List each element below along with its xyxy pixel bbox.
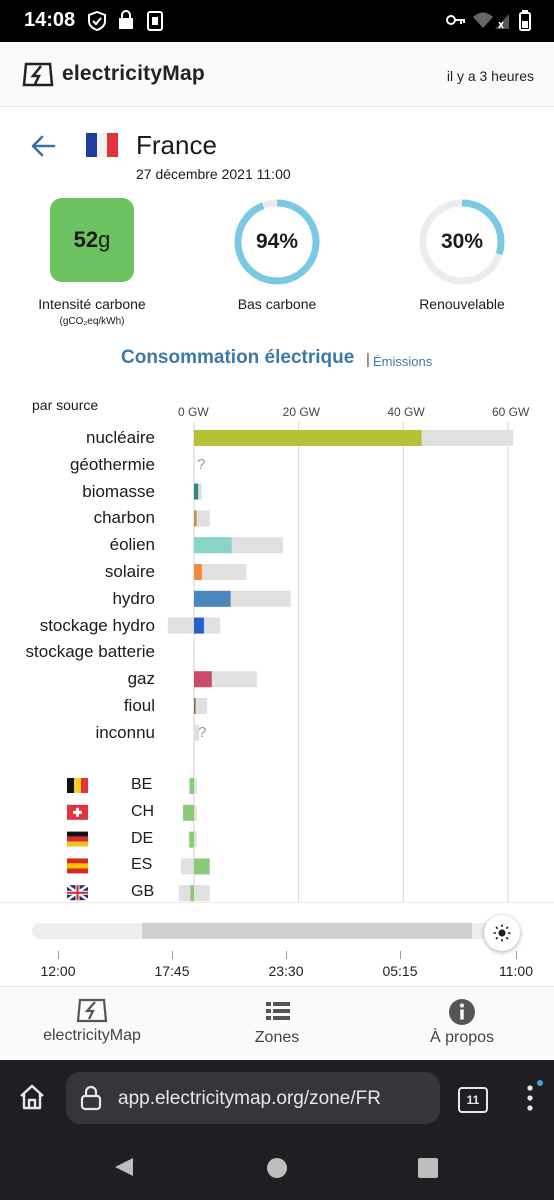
timeline-handle[interactable] (484, 915, 520, 951)
timeline-label: 12:00 (40, 963, 76, 979)
flag-be-icon (74, 778, 81, 793)
timeline-label: 11:00 (499, 963, 533, 979)
renewable-label: Renouvelable (419, 296, 505, 312)
carbon-intensity-box[interactable]: 52 g (50, 198, 134, 282)
production-chart-svg (66, 422, 514, 902)
home-icon[interactable] (18, 1083, 46, 1111)
battery-icon (519, 10, 531, 31)
production-bar (194, 430, 422, 446)
production-bar (194, 671, 212, 688)
brand-name[interactable]: electricityMap (62, 62, 205, 85)
app-header: electricityMap il y a 3 heures (0, 42, 554, 107)
list-icon (266, 1002, 290, 1020)
nav-label-about: À propos (429, 1029, 495, 1046)
bottom-navigation: electricityMap Zones À propos (0, 986, 554, 1061)
production-bar (194, 483, 199, 500)
timeline-tick (172, 951, 173, 959)
back-arrow-icon[interactable] (30, 133, 56, 159)
timeline-range (142, 923, 472, 939)
capacity-bar (194, 510, 210, 527)
nav-item-electricitymap[interactable]: electricityMap (0, 987, 184, 1061)
production-bar (194, 617, 204, 634)
production-bar (194, 564, 202, 580)
exchange-flow-bar (189, 778, 194, 794)
url-text[interactable]: app.electricitymap.org/zone/FR (118, 1088, 381, 1109)
tab-emissions[interactable]: Émissions (373, 354, 433, 369)
flag-de-icon (67, 841, 88, 847)
shield-icon (88, 11, 106, 31)
info-icon (449, 999, 475, 1025)
france-flag-icon (86, 133, 119, 157)
recents-square-icon[interactable] (418, 1158, 438, 1178)
timeline-label: 23:30 (268, 963, 304, 979)
timeline-tick (286, 951, 287, 959)
timeline-label: 17:45 (154, 963, 190, 979)
flag-es-icon (67, 863, 88, 869)
nav-item-about[interactable]: À propos (370, 987, 554, 1061)
last-update-time: il y a 3 heures (446, 68, 534, 84)
flag-es-icon (67, 858, 88, 864)
more-menu-icon[interactable] (522, 1080, 544, 1114)
exchange-flow-bar (183, 804, 194, 821)
capacity-bar (194, 698, 208, 714)
back-triangle-icon[interactable] (113, 1156, 135, 1178)
tab-separator: | (366, 351, 370, 368)
lock-icon (80, 1085, 102, 1111)
carbon-intensity-unit-label: (gCO₂eq/kWh) (59, 316, 125, 327)
low-carbon-label: Bas carbone (237, 296, 317, 312)
flag-de-icon (67, 831, 88, 837)
electricitymap-logo-icon[interactable] (22, 60, 54, 88)
exchange-flow-bar (190, 885, 194, 902)
low-carbon-gauge[interactable] (233, 198, 321, 286)
carbon-intensity-value: 52 (73, 227, 99, 252)
flag-be-icon (81, 778, 88, 793)
key-icon (446, 15, 465, 25)
chart-subtitle: par source (32, 397, 99, 413)
flag-es-icon (67, 868, 88, 874)
timeline-tick (516, 951, 517, 959)
url-bar[interactable] (66, 1072, 440, 1124)
zone-datetime: 27 décembre 2021 11:00 (136, 166, 291, 182)
production-bar (194, 698, 196, 714)
renewable-gauge[interactable] (418, 198, 506, 286)
timeline-tick (400, 951, 401, 959)
exchange-flow-bar (194, 858, 210, 875)
capacity-bar (194, 724, 200, 741)
tabs-count-button[interactable]: 11 (458, 1087, 488, 1113)
exchange-flow-bar (189, 831, 194, 848)
timeline-label: 05:15 (382, 963, 418, 979)
production-bar (194, 590, 231, 607)
carbon-intensity-unit: g (98, 227, 111, 252)
flag-ch-cross (73, 810, 82, 814)
home-circle-icon[interactable] (266, 1157, 288, 1179)
capacity-bar (194, 564, 247, 580)
exchange-capacity-bar (178, 885, 210, 902)
carbon-intensity-label: Intensité carbone (38, 296, 146, 312)
production-bar (194, 537, 232, 554)
wifi-icon (473, 12, 493, 28)
timeline-slider: 12:00 17:45 23:30 05:15 11:00 (0, 902, 554, 987)
renewable-value: 30% (440, 230, 484, 253)
sun-icon (493, 924, 511, 942)
nav-label-electricitymap: electricityMap (43, 1027, 141, 1044)
production-bar (194, 510, 197, 527)
status-time: 14:08 (24, 9, 76, 31)
signal-icon (495, 14, 509, 29)
low-carbon-value: 94% (255, 230, 299, 253)
timeline-tick (58, 951, 59, 959)
status-bar: 14:08 (0, 0, 554, 42)
flag-de-icon (67, 836, 88, 842)
electricitymap-nav-icon (76, 998, 108, 1023)
nav-label-zones: Zones (254, 1029, 300, 1046)
lock-icon (119, 10, 133, 29)
flag-gb-cross-red (67, 885, 88, 901)
flag-be-icon (67, 778, 74, 793)
nav-item-zones[interactable]: Zones (184, 987, 370, 1061)
sim-icon (147, 11, 163, 31)
zone-name: France (136, 130, 217, 160)
tab-consumption[interactable]: Consommation électrique (121, 347, 355, 368)
